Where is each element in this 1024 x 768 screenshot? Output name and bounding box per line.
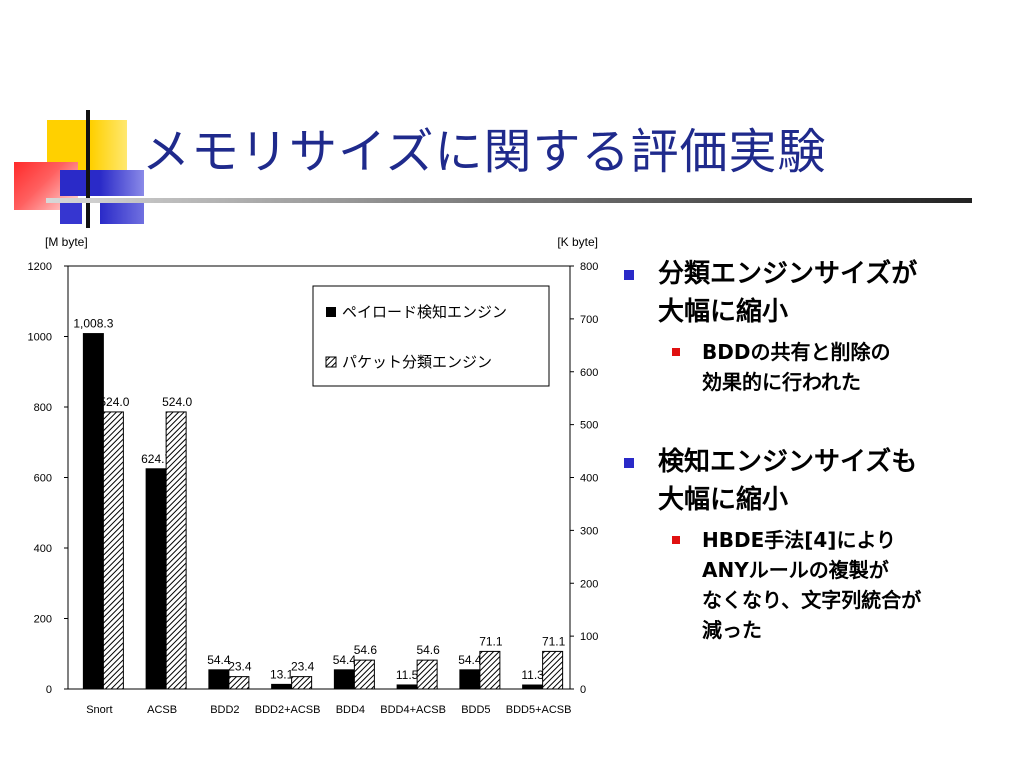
title-underline [46, 198, 972, 203]
bar-payload-detection [271, 683, 293, 690]
bullet-list: 分類エンジンサイズが 大幅に縮小 BDDの共有と削除の 効果的に行われた 検知エ… [622, 255, 1012, 645]
data-label-packet: 54.6 [354, 643, 378, 657]
bullet-text: 大幅に縮小 [658, 485, 789, 515]
sub-bullet-text: HBDE手法[4]により [702, 528, 897, 552]
bullet-level2: HBDE手法[4]により ANYルールの複製が なくなり、文字列統合が 減った [622, 525, 1012, 645]
data-label-payload: 1,008.3 [73, 317, 113, 331]
left-tick-label: 200 [34, 614, 52, 626]
left-tick-label: 600 [34, 473, 52, 485]
right-axis-unit: [K byte] [557, 235, 598, 249]
bar-payload-detection [82, 333, 104, 690]
sub-bullet-text: なくなり、文字列統合が [702, 588, 922, 612]
data-label-packet: 23.4 [291, 660, 315, 674]
category-label: BDD2+ACSB [255, 704, 321, 716]
data-label-packet: 524.0 [99, 395, 129, 409]
decor-blue-square [100, 202, 144, 224]
right-tick-label: 200 [580, 578, 598, 590]
left-tick-label: 1200 [28, 261, 52, 273]
bullet-marker-icon [624, 270, 634, 280]
sub-bullet-text: BDDの共有と削除の [702, 340, 891, 364]
decor-blue-square [100, 170, 144, 196]
sub-bullet-text: ANYルールの複製が [702, 558, 889, 582]
decor-vertical-line [86, 110, 90, 228]
data-label-payload: 13.1 [270, 667, 294, 681]
bar-payload-detection [333, 669, 355, 690]
category-label: BDD5+ACSB [506, 704, 572, 716]
data-label-payload: 11.5 [396, 668, 419, 682]
data-label-packet: 54.6 [416, 643, 440, 657]
bar-payload-detection [145, 468, 167, 690]
data-label-payload: 54.4 [458, 653, 482, 667]
bullet-level2: BDDの共有と削除の 効果的に行われた [622, 337, 1012, 397]
bar-payload-detection [522, 684, 544, 690]
right-tick-label: 0 [580, 684, 586, 696]
legend-box [312, 285, 550, 387]
data-label-packet: 524.0 [162, 395, 192, 409]
bar-packet-classification [165, 411, 187, 690]
data-label-packet: 71.1 [542, 634, 566, 648]
bullet-text: 検知エンジンサイズも [658, 447, 918, 477]
category-label: BDD5 [461, 704, 490, 716]
bullet-marker-icon [624, 458, 634, 468]
category-label: BDD2 [210, 704, 239, 716]
bar-payload-detection [208, 669, 230, 690]
data-label-packet: 71.1 [479, 634, 503, 648]
legend-swatch-packet [325, 356, 337, 368]
data-label-payload: 624.7 [141, 452, 171, 466]
sub-bullet-text: 減った [702, 618, 762, 642]
bullet-text: 大幅に縮小 [658, 297, 789, 327]
bar-packet-classification [291, 676, 313, 690]
right-tick-label: 800 [580, 261, 598, 273]
sub-bullet-marker-icon [672, 348, 680, 356]
memory-size-chart: [M byte] [K byte] 0 200 400 600 800 1000 1200 0 10… [0, 228, 610, 728]
right-tick-label: 700 [580, 314, 598, 326]
left-axis-unit: [M byte] [45, 235, 88, 249]
chart-svg: [M byte] [K byte] 0 200 400 600 800 1000 1200 0 10… [28, 235, 599, 716]
bar-packet-classification [416, 659, 438, 690]
decor-blue-square [60, 170, 100, 196]
data-label-packet: 23.4 [228, 660, 252, 674]
bullet-level1: 分類エンジンサイズが 大幅に縮小 [622, 255, 1012, 331]
data-label-payload: 54.4 [207, 653, 231, 667]
bar-packet-classification [479, 650, 501, 690]
right-tick-label: 300 [580, 525, 598, 537]
legend-label-payload: ペイロード検知エンジン [342, 303, 507, 321]
sub-bullet-text: 効果的に行われた [702, 370, 861, 394]
bar-payload-detection [459, 669, 481, 690]
left-tick-label: 1000 [28, 332, 52, 344]
sub-bullet-marker-icon [672, 536, 680, 544]
data-label-payload: 11.3 [521, 668, 544, 682]
bar-packet-classification [228, 676, 250, 690]
bar-payload-detection [396, 684, 418, 690]
bar-packet-classification [102, 411, 124, 690]
left-tick-label: 0 [46, 684, 52, 696]
category-label: BDD4+ACSB [380, 704, 446, 716]
data-label-payload: 54.4 [333, 653, 357, 667]
category-label: Snort [86, 704, 112, 716]
legend-label-packet: パケット分類エンジン [342, 353, 492, 371]
legend-swatch-payload [326, 307, 336, 317]
decor-blue-square [60, 202, 82, 224]
right-tick-label: 100 [580, 631, 598, 643]
category-label: ACSB [147, 704, 177, 716]
right-tick-label: 600 [580, 367, 598, 379]
bullet-level1: 検知エンジンサイズも 大幅に縮小 [622, 443, 1012, 519]
right-tick-label: 500 [580, 420, 598, 432]
left-tick-label: 400 [34, 543, 52, 555]
category-label: BDD4 [336, 704, 365, 716]
bar-packet-classification [542, 650, 564, 690]
slide-title: メモリサイズに関する評価実験 [142, 124, 827, 180]
left-tick-label: 800 [34, 402, 52, 414]
bar-packet-classification [353, 659, 375, 690]
bullet-text: 分類エンジンサイズが [658, 259, 918, 289]
right-tick-label: 400 [580, 473, 598, 485]
